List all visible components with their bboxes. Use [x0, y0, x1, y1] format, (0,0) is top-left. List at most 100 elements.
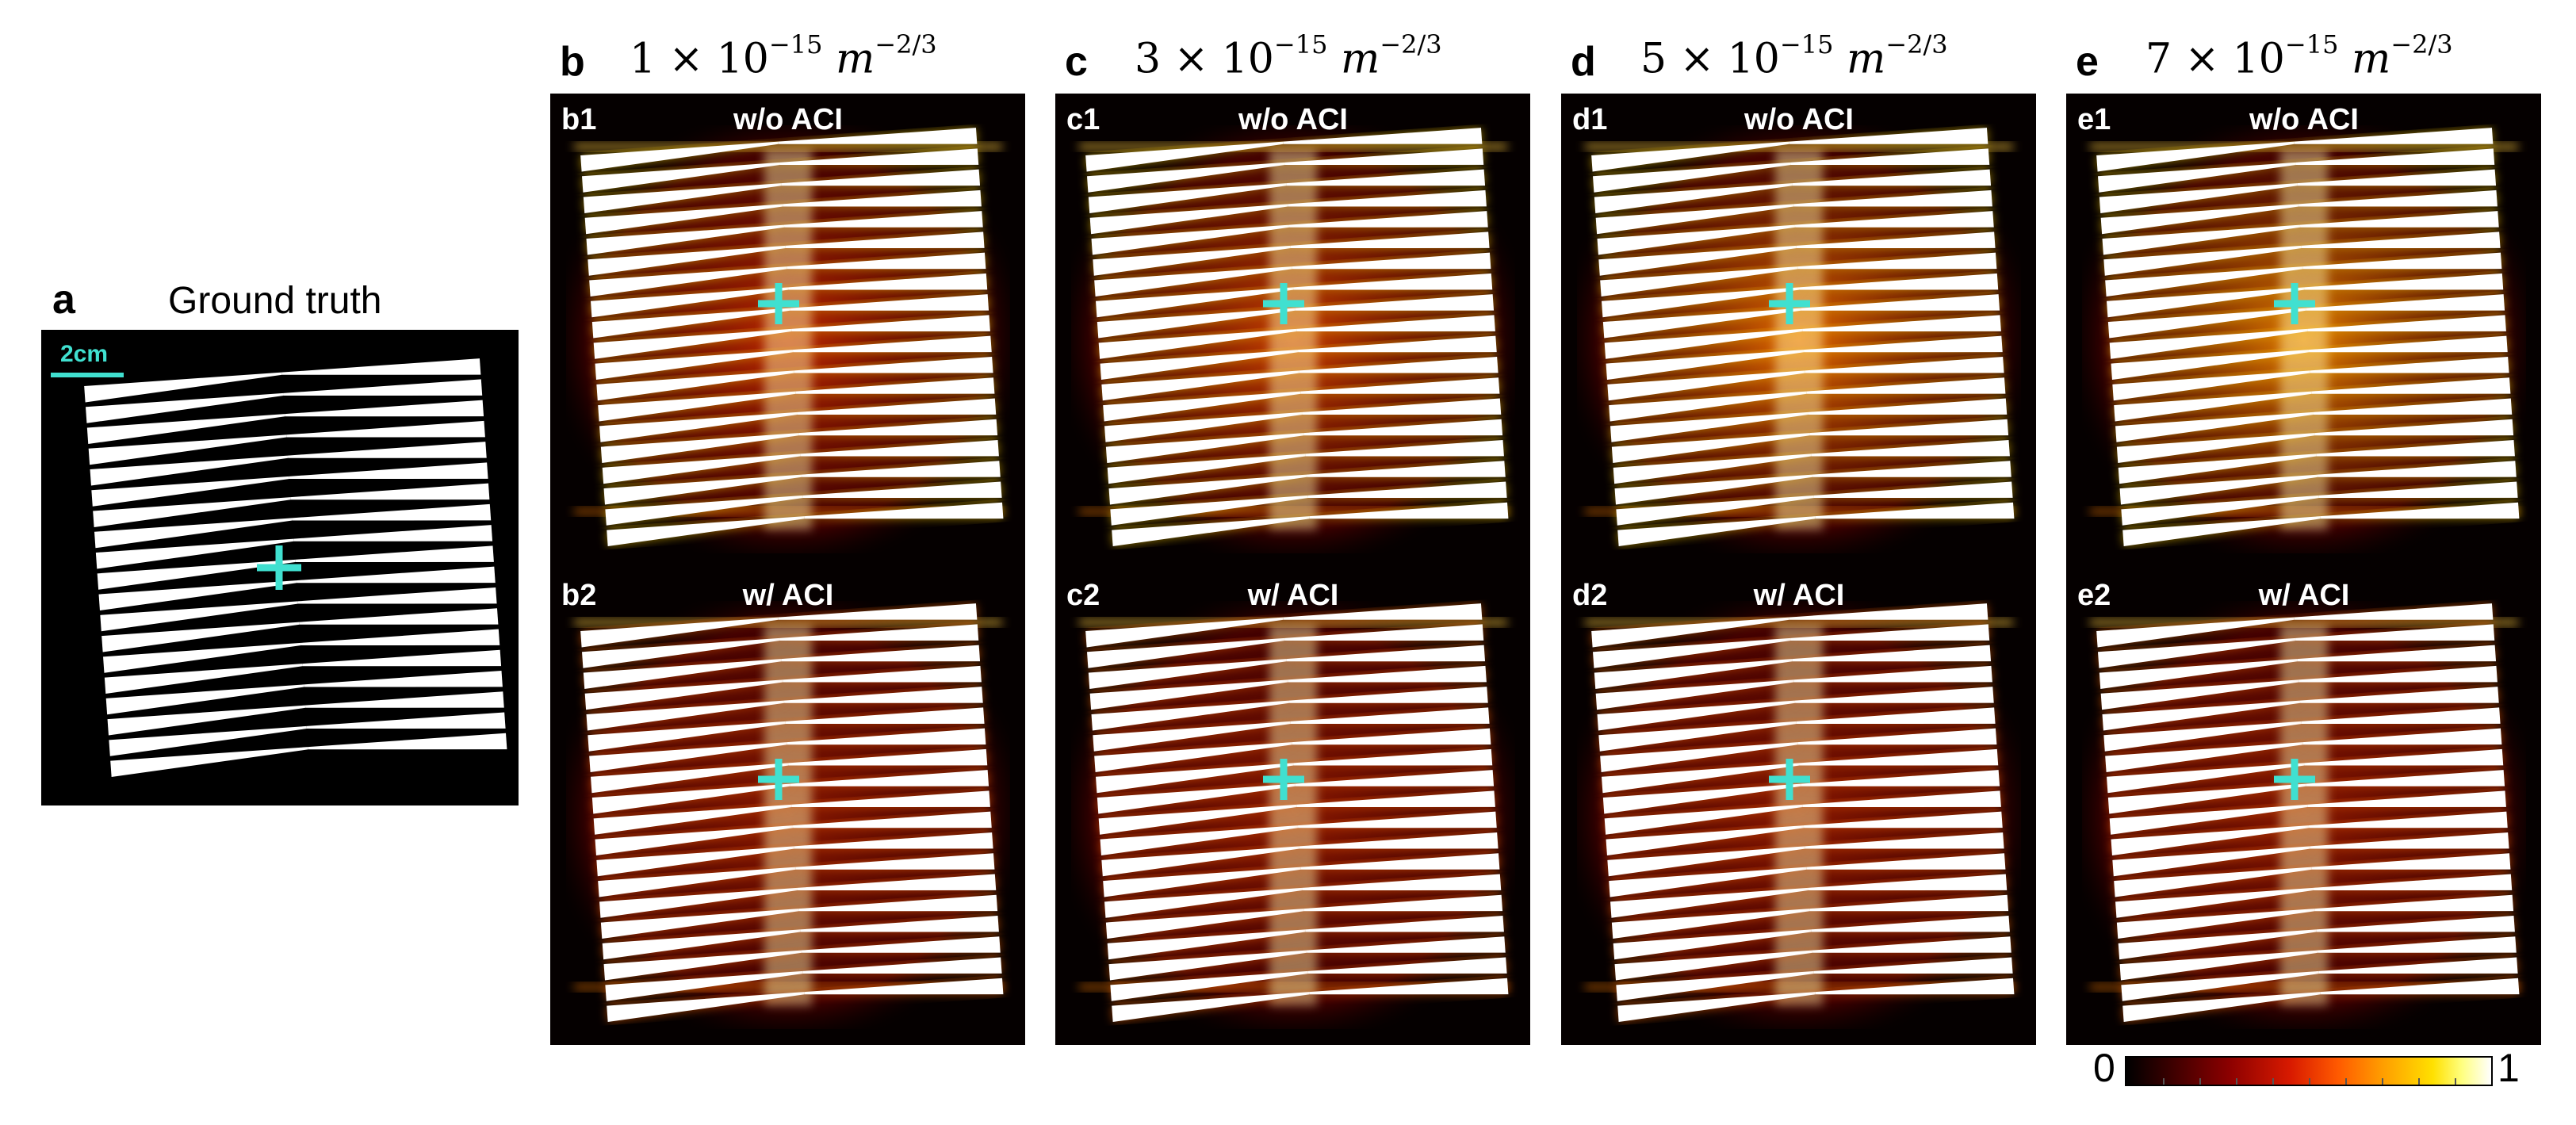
stripe-right [304, 670, 503, 687]
stripe-left [1613, 929, 1812, 960]
stripe-pattern [580, 128, 1004, 547]
stripe-right [302, 649, 502, 667]
stripe-right [797, 398, 997, 415]
stripe-left [1096, 763, 1294, 794]
stripe-left [2100, 679, 2299, 710]
stripe-right [2316, 915, 2515, 932]
stripe-left [2115, 411, 2314, 442]
stripe-left [2099, 183, 2298, 214]
stripe-right [1286, 645, 1486, 662]
stripe-left [2103, 721, 2302, 752]
stripe-left [600, 433, 799, 464]
crosshair-v [2291, 759, 2298, 800]
subpanel-label: d1 [1572, 103, 1608, 136]
crosshair-v [775, 283, 783, 324]
turbulence-exponent: −15 [2284, 29, 2339, 59]
subpanel-label: e2 [2077, 579, 2111, 612]
stripe-right [801, 936, 1001, 953]
colorbar-tick [2455, 1078, 2456, 1085]
stripe-pattern [1591, 603, 2015, 1023]
stripe-left [1091, 700, 1290, 731]
colorbar-min-label: 0 [2093, 1046, 2115, 1090]
colorbar [2125, 1056, 2493, 1086]
stripe-left [2105, 266, 2303, 297]
stripe-left [595, 825, 794, 856]
stripe-left [1107, 929, 1306, 960]
stripe-right [1309, 502, 1509, 519]
stripe-left [1604, 804, 1803, 835]
stripe-left [1091, 224, 1290, 255]
stripe-left [84, 372, 282, 403]
stripe-left [2111, 825, 2310, 856]
edge-streak-top [2090, 618, 2518, 626]
stripe-right [783, 665, 982, 683]
stripe-right [779, 624, 979, 641]
stripe-right [2311, 377, 2511, 394]
stripe-right [1290, 707, 1490, 725]
stripe-right [781, 645, 981, 662]
stripe-left [2112, 370, 2310, 401]
stripe-right [797, 874, 997, 891]
stripe-left [2109, 328, 2308, 359]
stripe-left [91, 476, 289, 507]
stripe-right [2317, 936, 2517, 953]
stripe-left [1597, 700, 1796, 731]
stripe-right [2301, 707, 2501, 725]
stripe-left [1600, 266, 1798, 297]
stripe-right [1293, 748, 1493, 766]
turbulence-exponent: −15 [768, 29, 823, 59]
stripe-right [1303, 419, 1503, 436]
times-ten: × 10 [1161, 35, 1274, 83]
central-band [1269, 149, 1317, 530]
reconstruction-svg [1071, 601, 1515, 1029]
stripe-right [1792, 169, 1992, 186]
stripe-left [2119, 950, 2318, 981]
subpanel-title: w/o ACI [1744, 103, 1854, 136]
stripe-right [1812, 461, 2011, 477]
stripe-left [1112, 992, 1310, 1023]
stripe-right [2302, 728, 2502, 745]
stripe-left [2121, 970, 2319, 1001]
stripe-left [602, 453, 801, 484]
edge-streak-top [1585, 618, 2013, 626]
stripe-right [2304, 273, 2504, 290]
stripe-right [785, 707, 985, 725]
stripe-left [1610, 887, 1809, 918]
stripe-left [1598, 245, 1797, 276]
crosshair-v [1786, 283, 1793, 324]
stripe-right [1792, 645, 1992, 662]
central-band [764, 625, 812, 1005]
stripe-right [2301, 232, 2501, 249]
panel-letter-e: e [2076, 39, 2099, 85]
stripe-right [1302, 398, 1502, 415]
stripe-left [1098, 804, 1297, 835]
turbulence-unit: m [1846, 35, 1886, 83]
stripe-left [1600, 742, 1798, 773]
stripe-right [1802, 790, 2001, 808]
stripe-pattern [2096, 603, 2520, 1023]
colorbar-tick [2309, 1078, 2310, 1085]
stripe-left [1594, 659, 1793, 690]
subpanel-title: w/o ACI [1238, 103, 1348, 136]
stripe-right [1790, 624, 1990, 641]
stripe-left [2116, 433, 2315, 464]
stripe-right [1300, 377, 1500, 394]
stripe-left [2122, 992, 2321, 1023]
stripe-left [599, 411, 798, 442]
stripe-right [804, 502, 1004, 519]
stripe-right [2302, 252, 2502, 270]
turbulence-strength-e: 7 × 10−15 m−2/3 [2145, 32, 2453, 79]
stripe-right [1295, 770, 1495, 786]
stripe-right [1299, 832, 1499, 849]
stripe-left [1105, 909, 1304, 939]
colorbar-tick [2345, 1078, 2347, 1085]
stripe-right [1292, 728, 1491, 745]
stripe-right [1296, 790, 1495, 808]
stripe-left [98, 580, 297, 611]
stripe-right [1286, 169, 1486, 186]
stripe-right [1811, 439, 2010, 457]
stripe-right [1801, 294, 2000, 311]
stripe-right [1808, 398, 2008, 415]
stripe-left [2105, 742, 2303, 773]
stripe-right [2297, 169, 2497, 186]
